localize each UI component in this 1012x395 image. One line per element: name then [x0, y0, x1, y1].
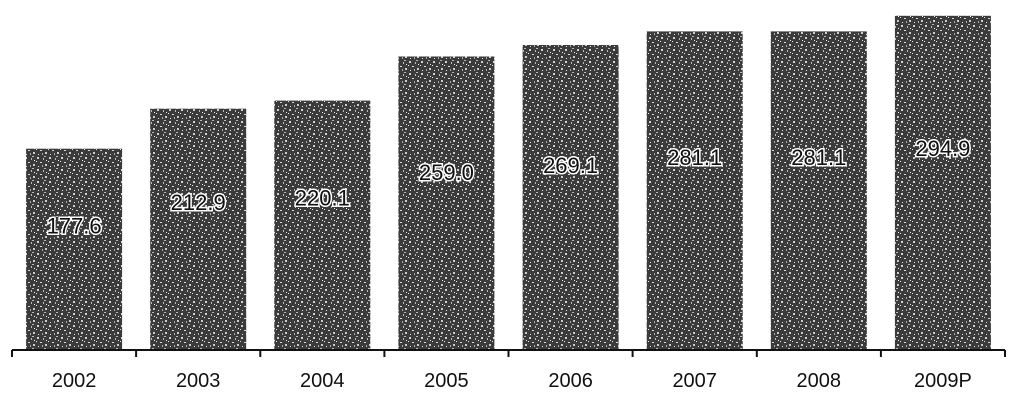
- x-tick-label-2009p: 2009P: [914, 370, 972, 392]
- data-label-2007: 281.1: [667, 145, 722, 170]
- bar-2006: [522, 45, 619, 350]
- data-label-2006: 269.1: [543, 153, 598, 178]
- bar-2003: [150, 108, 247, 350]
- x-tick-label-2002: 2002: [52, 370, 97, 392]
- bar-2008: [770, 31, 867, 351]
- bar-2002: [26, 148, 123, 350]
- x-tick-label-2006: 2006: [548, 370, 593, 392]
- x-tick-label-2004: 2004: [300, 370, 345, 392]
- bar-2009p: [894, 15, 991, 351]
- bar-2005: [398, 56, 495, 350]
- x-tick-label-2008: 2008: [797, 370, 842, 392]
- data-label-2009p: 294.9: [915, 136, 970, 161]
- bar-2004: [274, 100, 371, 350]
- data-label-2002: 177.6: [47, 213, 102, 238]
- bars-layer: [26, 15, 991, 351]
- x-axis: [11, 349, 1006, 357]
- x-tick-label-2003: 2003: [176, 370, 221, 392]
- x-tick-label-2005: 2005: [424, 370, 469, 392]
- data-label-2004: 220.1: [295, 185, 350, 210]
- data-label-2008: 281.1: [791, 145, 846, 170]
- x-tick-label-2007: 2007: [672, 370, 717, 392]
- bar-2007: [646, 31, 743, 351]
- data-label-2003: 212.9: [171, 190, 226, 215]
- data-labels-layer: 177.6 212.9 220.1 259.0 269.1 281.1 281.1 294.9: [45, 135, 972, 240]
- data-label-2005: 259.0: [419, 160, 474, 185]
- x-tick-labels: 2002 2003 2004 2005 2006 2007 2008 2009P: [52, 370, 972, 392]
